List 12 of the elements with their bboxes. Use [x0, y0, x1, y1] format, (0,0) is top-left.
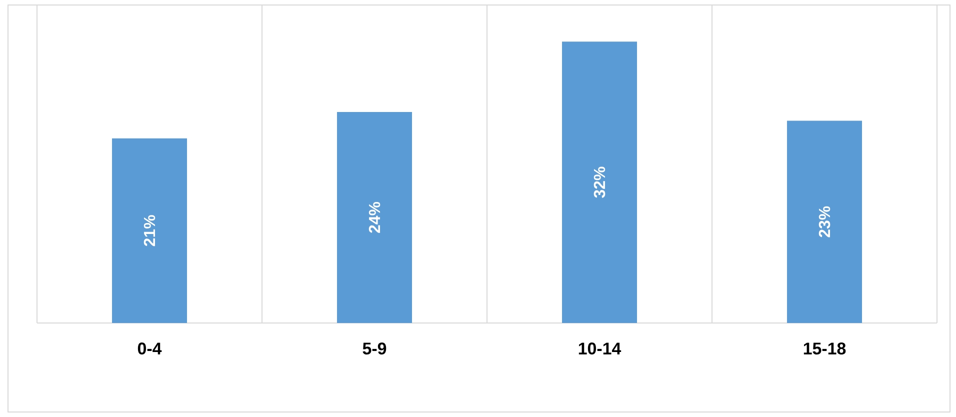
- bar: [787, 120, 862, 323]
- data-label: 21%: [144, 215, 156, 246]
- x-tick-label: 10-14: [578, 342, 622, 355]
- x-tick-label: 0-4: [138, 342, 162, 355]
- x-tick-label: 5-9: [362, 342, 386, 355]
- bar: [337, 112, 412, 323]
- x-tick-label: 15-18: [804, 342, 846, 355]
- data-label: 24%: [368, 202, 380, 233]
- data-label: 23%: [818, 206, 830, 238]
- bar: [112, 138, 188, 323]
- data-label: 32%: [594, 166, 606, 198]
- bar: [562, 42, 638, 323]
